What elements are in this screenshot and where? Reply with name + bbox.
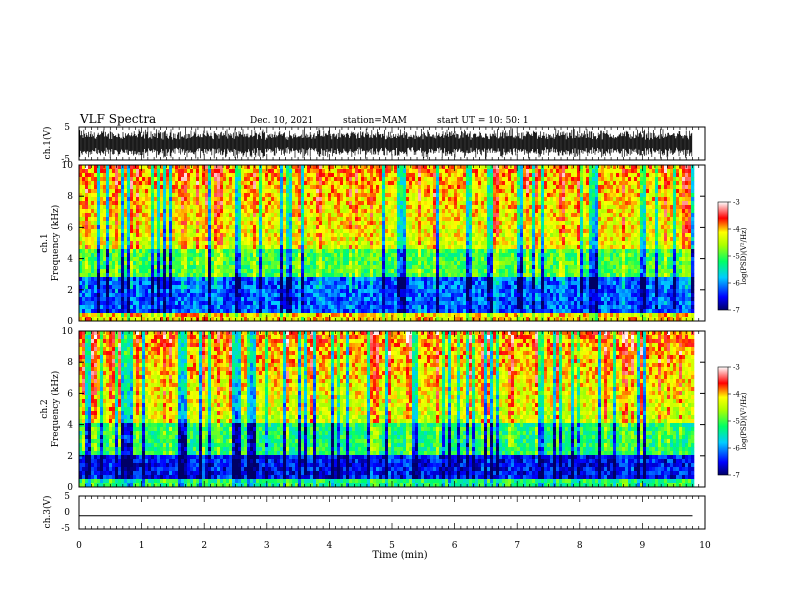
xtick-label: 9: [640, 541, 646, 551]
colorbar-tick-label: -5: [733, 418, 740, 426]
ytick-label: 8: [67, 358, 73, 368]
ch2-spectrogram-yticks: 0 2 4 6 8 10: [62, 327, 705, 493]
ch3-waveform-ylabel: ch.3(V): [42, 496, 53, 529]
ytick-label: 0: [67, 483, 73, 493]
figure-title: VLF Spectra: [79, 112, 156, 126]
ch1-waveform-ylabel: ch.1(V): [42, 127, 53, 160]
ch1-spectrogram-ylabel-line2: Frequency (kHz): [50, 205, 61, 282]
ch1-spectrogram-yticks: 0 2 4 6 8 10: [62, 161, 705, 327]
colorbar-tick-label: -3: [733, 199, 740, 207]
xtick-label: 3: [264, 541, 270, 551]
ytick-label: 10: [62, 161, 74, 171]
ytick-label: 4: [67, 421, 73, 431]
ytick-label: 0: [67, 317, 73, 327]
ch2-spectrogram-ylabel-line2: Frequency (kHz): [50, 371, 61, 448]
ch1-ytick-5: 5: [64, 123, 70, 133]
ytick-label: 4: [67, 255, 73, 265]
xtick-label: 7: [514, 541, 520, 551]
colorbar-tick-label: -6: [733, 280, 740, 288]
time-axis-label: Time (min): [372, 550, 427, 561]
time-axis: 0 1 2 3 4 5 6 7 8 9 10: [76, 127, 711, 551]
ch3-ytick-0: 0: [64, 508, 70, 518]
date-label: Dec. 10, 2021: [250, 116, 313, 126]
colorbar-tick-label: -4: [733, 391, 740, 399]
colorbar-tick-label: -6: [733, 445, 740, 453]
start-ut-label: start UT = 10: 50: 1: [437, 116, 529, 126]
ch1-spectrogram-ylabel-line1: ch.1: [40, 233, 50, 252]
ch1-colorbar: [717, 201, 729, 311]
xtick-label: 8: [577, 541, 583, 551]
ch1-ytick-neg5: -5: [61, 155, 70, 165]
ch3-ytick-5: 5: [64, 492, 70, 502]
ch1-spectrogram-image: [79, 165, 705, 321]
ytick-label: 6: [67, 389, 73, 399]
ch1-waveform-trace: [78, 128, 693, 159]
ch1-colorbar-ticks: -3 -4 -5 -6 -7: [728, 199, 740, 315]
colorbar-tick-label: -7: [733, 472, 740, 480]
xtick-label: 5: [389, 541, 395, 551]
station-label: station=MAM: [343, 116, 407, 126]
ytick-label: 10: [62, 327, 74, 337]
ytick-label: 8: [67, 192, 73, 202]
ch2-colorbar: [717, 366, 729, 476]
ytick-label: 2: [67, 286, 73, 296]
colorbar-tick-label: -5: [733, 253, 740, 261]
ch2-colorbar-ticks: -3 -4 -5 -6 -7: [728, 364, 740, 480]
colorbar-tick-label: -3: [733, 364, 740, 372]
ch2-colorbar-label: log(PSD)(V²/Hz): [740, 392, 748, 449]
ch1-colorbar-label: log(PSD)(V²/Hz): [740, 227, 748, 284]
ytick-label: 6: [67, 223, 73, 233]
xtick-label: 10: [699, 541, 711, 551]
ch3-ytick-neg5: -5: [61, 524, 70, 534]
xtick-label: 1: [139, 541, 145, 551]
xtick-label: 6: [452, 541, 458, 551]
ch2-spectrogram-ylabel-line1: ch.2: [40, 399, 50, 418]
xtick-label: 2: [201, 541, 207, 551]
colorbar-tick-label: -7: [733, 307, 740, 315]
ch2-spectrogram-image: [79, 331, 705, 487]
colorbar-tick-label: -4: [733, 226, 740, 234]
xtick-label: 4: [327, 541, 333, 551]
xtick-label: 0: [76, 541, 82, 551]
ytick-label: 2: [67, 452, 73, 462]
